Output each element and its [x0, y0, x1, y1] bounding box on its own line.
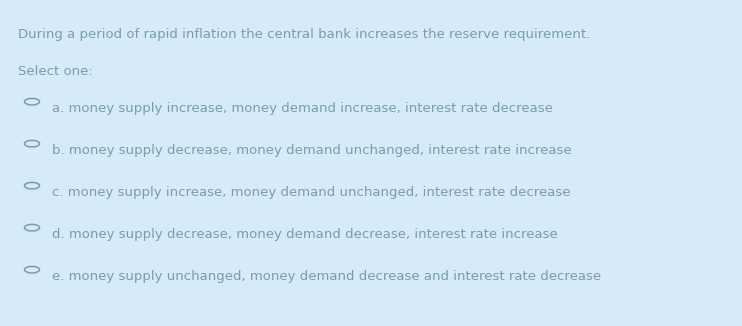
Text: b. money supply decrease, money demand unchanged, interest rate increase: b. money supply decrease, money demand u…	[52, 144, 571, 157]
Text: During a period of rapid inflation the central bank increases the reserve requir: During a period of rapid inflation the c…	[18, 28, 590, 41]
Text: Select one:: Select one:	[18, 65, 93, 78]
Text: d. money supply decrease, money demand decrease, interest rate increase: d. money supply decrease, money demand d…	[52, 228, 558, 241]
Text: a. money supply increase, money demand increase, interest rate decrease: a. money supply increase, money demand i…	[52, 102, 553, 115]
Text: e. money supply unchanged, money demand decrease and interest rate decrease: e. money supply unchanged, money demand …	[52, 270, 601, 283]
Text: c. money supply increase, money demand unchanged, interest rate decrease: c. money supply increase, money demand u…	[52, 186, 571, 199]
